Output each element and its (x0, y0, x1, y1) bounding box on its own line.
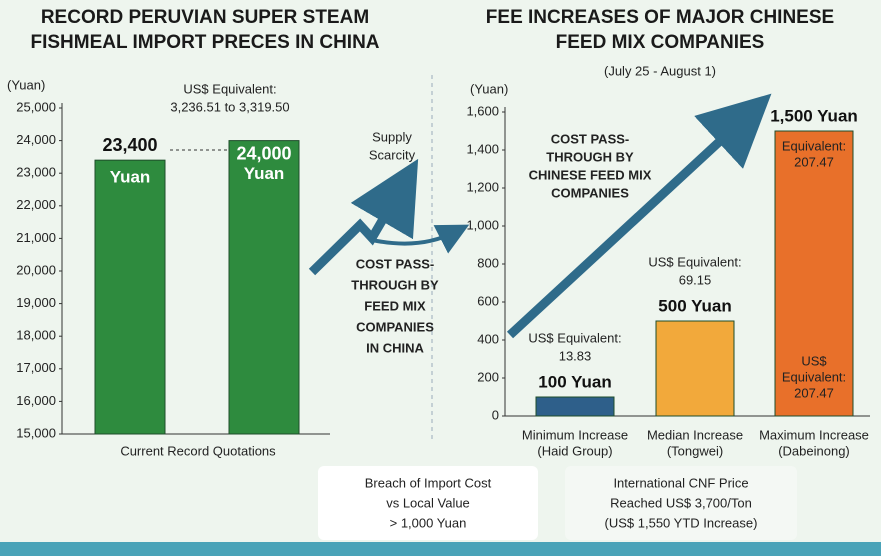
value-label: 1,500 Yuan (770, 106, 858, 125)
arrow-label: COMPANIES (551, 185, 629, 200)
y-tick-label: 18,000 (16, 328, 56, 343)
y-tick-label: 22,000 (16, 197, 56, 212)
y-tick-label: 20,000 (16, 262, 56, 277)
footer-text: Breach of Import Cost (365, 475, 492, 490)
arrow-label: Scarcity (369, 147, 416, 162)
arrow-label: COST PASS- (551, 131, 630, 146)
note: Equivalent: (782, 138, 846, 153)
y-tick-label: 16,000 (16, 393, 56, 408)
x-axis-label: Current Record Quotations (120, 443, 276, 458)
x-tick-label: (Haid Group) (537, 443, 612, 458)
middle-label: COMPANIES (356, 319, 434, 334)
y-axis-label: (Yuan) (7, 77, 45, 92)
arrow (308, 158, 419, 276)
y-tick-label: 24,000 (16, 132, 56, 147)
value-label: 500 Yuan (658, 296, 731, 315)
arrow (371, 224, 470, 254)
y-tick-label: 800 (477, 255, 499, 270)
y-tick-label: 600 (477, 293, 499, 308)
bar (228, 140, 300, 435)
bar (535, 396, 615, 417)
y-tick-label: 1,400 (466, 141, 499, 156)
y-axis-label: (Yuan) (470, 81, 508, 96)
middle-label: FEED MIX (364, 298, 426, 313)
chart-subtitle: (July 25 - August 1) (604, 63, 716, 78)
chart-title: FEED MIX COMPANIES (556, 32, 765, 53)
note: 13.83 (559, 348, 592, 363)
annotation: 3,236.51 to 3,319.50 (170, 99, 289, 114)
note: 69.15 (679, 272, 712, 287)
value-label: 100 Yuan (538, 372, 611, 391)
note: US$ Equivalent: (528, 330, 621, 345)
note: US$ Equivalent: (648, 254, 741, 269)
bar (774, 130, 854, 417)
y-tick-label: 400 (477, 331, 499, 346)
note: 207.47 (794, 154, 834, 169)
footer-box (318, 466, 538, 540)
middle-label: COST PASS- (356, 256, 435, 271)
middle-label: IN CHINA (366, 340, 424, 355)
arrow (506, 93, 772, 339)
y-tick-label: 1,000 (466, 217, 499, 232)
bar (655, 320, 735, 417)
note: Equivalent: (782, 369, 846, 384)
y-tick-label: 15,000 (16, 425, 56, 440)
y-tick-label: 0 (492, 407, 499, 422)
value-label: 24,000 (236, 143, 291, 163)
y-tick-label: 1,600 (466, 103, 499, 118)
x-tick-label: Minimum Increase (522, 427, 628, 442)
footer-text: International CNF Price (613, 475, 748, 490)
unit-label: Yuan (244, 164, 285, 183)
footer-text: > 1,000 Yuan (390, 515, 467, 530)
chart-title: FEE INCREASES OF MAJOR CHINESE (486, 7, 834, 28)
note: 207.47 (794, 385, 834, 400)
bottom-strip (0, 542, 881, 556)
arrow-label: THROUGH BY (546, 149, 634, 164)
bar (94, 159, 166, 435)
footer-box (565, 466, 797, 540)
y-tick-label: 17,000 (16, 360, 56, 375)
x-tick-label: Maximum Increase (759, 427, 869, 442)
annotation: US$ Equivalent: (183, 81, 276, 96)
y-tick-label: 23,000 (16, 165, 56, 180)
y-tick-label: 19,000 (16, 295, 56, 310)
footer-text: vs Local Value (386, 495, 470, 510)
middle-label: THROUGH BY (351, 277, 439, 292)
y-tick-label: 200 (477, 369, 499, 384)
chart-title: FISHMEAL IMPORT PRECES IN CHINA (30, 32, 379, 53)
chart-title: RECORD PERUVIAN SUPER STEAM (41, 7, 369, 28)
arrow-label: CHINESE FEED MIX (529, 167, 652, 182)
x-tick-label: Median Increase (647, 427, 743, 442)
footer-text: Reached US$ 3,700/Ton (610, 495, 752, 510)
y-tick-label: 21,000 (16, 230, 56, 245)
footer-text: (US$ 1,550 YTD Increase) (605, 515, 758, 530)
x-tick-label: (Dabeinong) (778, 443, 850, 458)
unit-label: Yuan (110, 168, 151, 187)
note: US$ (801, 353, 827, 368)
value-label: 23,400 (102, 135, 157, 155)
x-tick-label: (Tongwei) (667, 443, 723, 458)
arrow-label: Supply (372, 129, 412, 144)
y-tick-label: 25,000 (16, 99, 56, 114)
y-tick-label: 1,200 (466, 179, 499, 194)
